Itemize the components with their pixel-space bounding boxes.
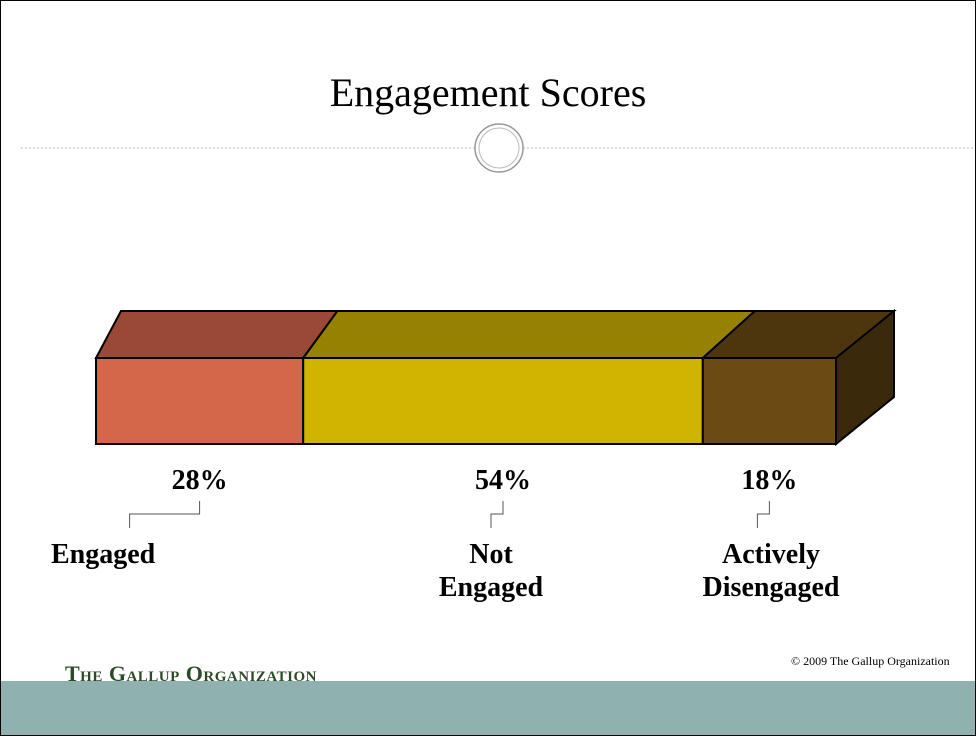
chart-title: Engagement Scores [1,69,975,116]
bar [96,358,303,444]
divider-ornament [475,124,523,172]
connector [757,501,769,528]
legend-label: Not Engaged [421,538,561,604]
copyright: © 2009 The Gallup Organization [791,654,950,669]
bar-top [303,311,755,358]
slide: 28% 54% 18% Engagement Scores The Gallup O… [0,0,976,736]
value-label: 18% [741,465,797,496]
bar [703,358,836,444]
legend-label: Actively Disengaged [681,538,861,604]
value-label: 28% [172,465,228,496]
bar-top [96,311,337,358]
value-label: 54% [475,465,531,496]
bar [303,358,703,444]
legend-label: Engaged [51,538,201,571]
connector [491,501,503,528]
logo: The Gallup Organization [65,661,317,687]
connector [130,501,200,528]
footer-band [1,681,975,735]
